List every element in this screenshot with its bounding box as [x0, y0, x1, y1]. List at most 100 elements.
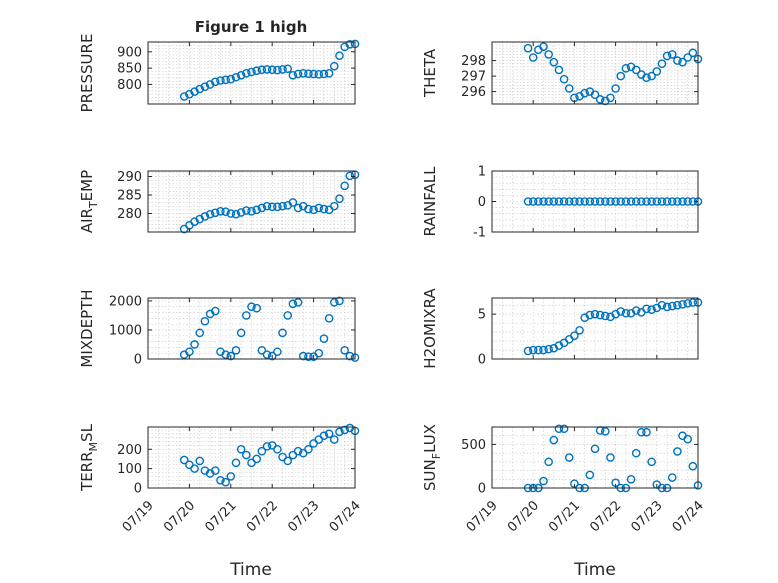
- data-point: [210, 208, 220, 218]
- panel-3: -1 0 1 RAINFALL: [421, 165, 703, 241]
- data-point: [688, 48, 698, 58]
- data-point: [210, 77, 220, 87]
- data-point: [324, 429, 334, 439]
- panel-6: 0 100 200 07/19 07/20 07/21 07/22 07/23 07/24 TER…: [78, 423, 364, 535]
- data-point: [257, 203, 267, 213]
- data-point: [544, 344, 553, 354]
- data-point: [226, 472, 236, 481]
- data-point: [262, 201, 272, 211]
- data-point: [678, 197, 687, 206]
- data-point: [345, 351, 355, 361]
- data-point: [288, 198, 298, 207]
- data-point: [528, 53, 538, 62]
- data-point: [293, 203, 303, 213]
- x-tick-label: 07/22: [587, 498, 624, 535]
- data-point: [216, 475, 225, 485]
- data-point: [257, 446, 267, 456]
- panel-4: 0 1000 2000 MIXDEPTH: [78, 289, 360, 368]
- x-axis-label-left: Time: [229, 560, 272, 580]
- data-point: [662, 197, 672, 206]
- data-point: [278, 201, 287, 211]
- data-point: [340, 425, 349, 435]
- data-point: [252, 454, 261, 464]
- data-point: [252, 303, 261, 313]
- data-point: [273, 444, 282, 454]
- data-point: [688, 298, 698, 307]
- data-point: [544, 50, 553, 59]
- data-point: [642, 304, 651, 314]
- data-point: [252, 205, 261, 215]
- data-point: [544, 197, 553, 206]
- data-point: [190, 340, 199, 349]
- data-point: [616, 71, 626, 81]
- data-point: [611, 84, 620, 93]
- data-point: [585, 197, 595, 206]
- x-axis-label-right: Time: [573, 560, 616, 580]
- data-point: [647, 305, 656, 314]
- x-tick-label: 07/20: [161, 498, 198, 535]
- data-point: [621, 308, 631, 318]
- data-point: [667, 473, 677, 482]
- y-tick-label: 0: [134, 482, 142, 497]
- data-point: [278, 328, 287, 338]
- panel-5: 0 5 H2OMIXRA: [421, 288, 703, 369]
- data-point: [304, 352, 313, 361]
- data-point: [267, 351, 277, 361]
- data-point: [657, 300, 667, 310]
- data-point: [590, 197, 600, 206]
- axes-border: [147, 170, 356, 233]
- data-point: [539, 345, 548, 355]
- data-point: [267, 65, 277, 75]
- data-point: [231, 458, 241, 468]
- data-point: [570, 331, 579, 340]
- y-tick-label: 298: [461, 54, 486, 69]
- data-point: [647, 197, 656, 206]
- data-point: [226, 351, 236, 361]
- data-point: [667, 301, 677, 311]
- data-point: [340, 181, 349, 191]
- y-tick-label: 800: [117, 78, 142, 93]
- data-point: [257, 345, 267, 355]
- data-point: [205, 209, 215, 219]
- data-point: [319, 431, 329, 441]
- data-point: [231, 209, 241, 219]
- y-axis-label: MIXDEPTH: [78, 289, 96, 367]
- data-point: [585, 310, 595, 320]
- x-tick-label: 07/23: [629, 498, 666, 535]
- data-point: [637, 197, 646, 206]
- data-point: [564, 453, 574, 462]
- data-point: [335, 51, 344, 61]
- data-point: [329, 435, 339, 444]
- data-point: [637, 427, 646, 437]
- data-point: [616, 307, 626, 316]
- data-point: [621, 64, 631, 73]
- data-point: [595, 197, 605, 206]
- axes-border: [491, 297, 699, 360]
- data-point: [683, 299, 693, 308]
- data-point: [652, 67, 662, 76]
- data-point: [195, 214, 205, 224]
- data-point: [642, 197, 651, 206]
- data-point: [647, 457, 656, 467]
- data-point: [195, 456, 205, 466]
- data-point: [534, 197, 543, 206]
- data-point: [559, 424, 569, 434]
- data-point: [216, 206, 225, 216]
- data-point: [236, 208, 246, 217]
- data-point: [247, 206, 256, 216]
- data-point: [236, 328, 246, 338]
- data-point: [267, 202, 277, 212]
- data-point: [554, 197, 564, 206]
- y-tick-label: 296: [461, 85, 486, 100]
- y-tick-label: 0: [134, 353, 142, 368]
- data-point: [626, 474, 636, 484]
- data-point: [242, 450, 251, 460]
- y-axis-label: SUNFLUX: [421, 424, 443, 491]
- y-axis-label: H2OMIXRA: [421, 288, 439, 369]
- data-point: [580, 88, 590, 98]
- axes-border: [147, 297, 356, 360]
- data-point: [200, 212, 210, 221]
- panel-2: 280 285 290 AIRTEMP: [78, 170, 360, 234]
